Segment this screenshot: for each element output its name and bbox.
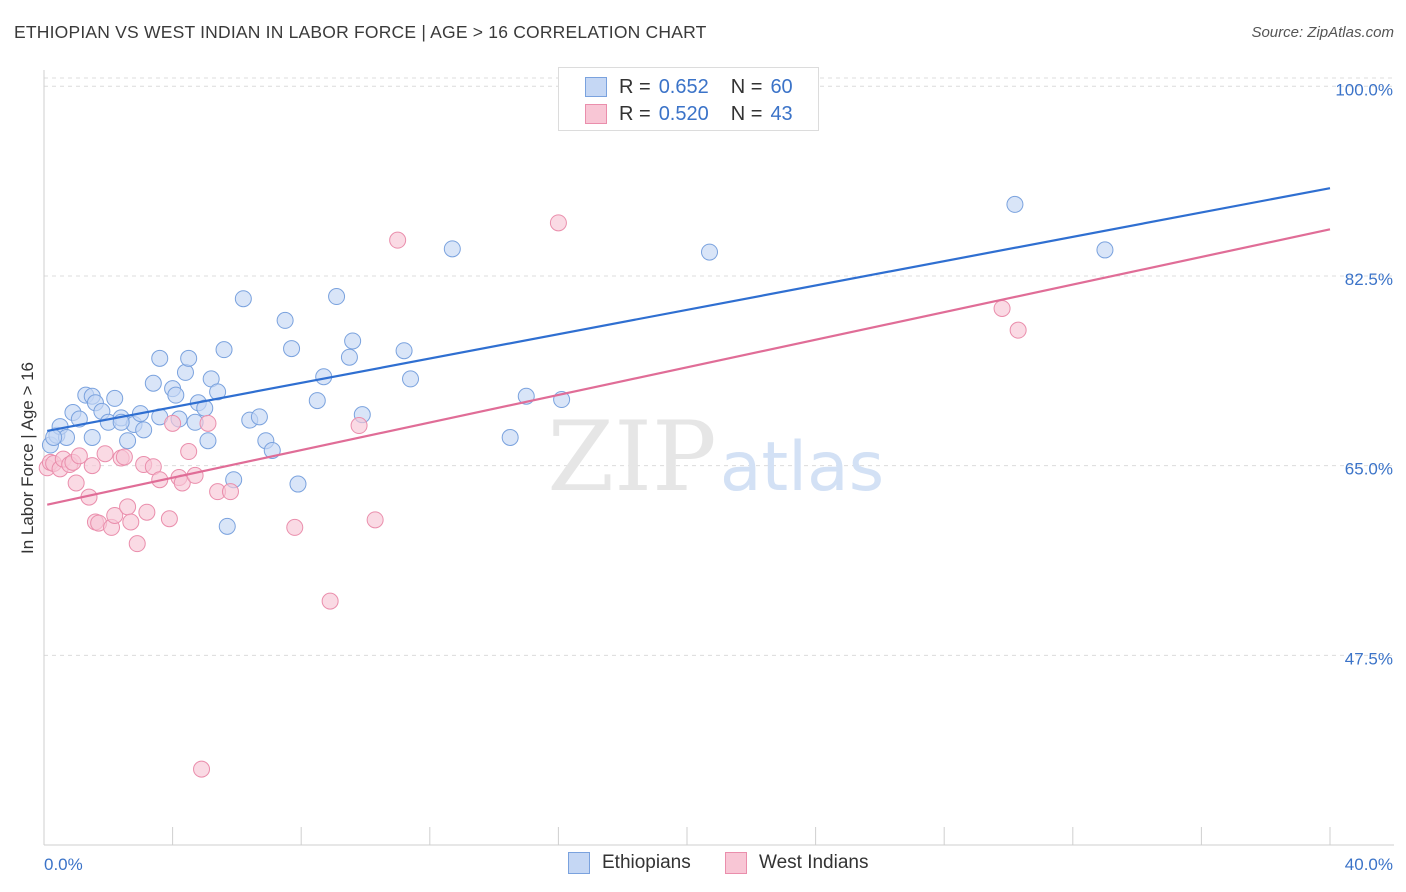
- west-indians-point: [70, 447, 88, 465]
- watermark-atlas: atlas: [720, 428, 884, 507]
- r-label: R =: [619, 75, 651, 98]
- west-indians-point: [389, 231, 407, 249]
- ethiopians-point: [395, 342, 413, 360]
- west-indians-point: [106, 506, 124, 524]
- ethiopians-point: [83, 428, 101, 446]
- ethiopians-point: [276, 311, 294, 329]
- ethiopians-point: [180, 349, 198, 367]
- west-indians-trend-line: [46, 228, 1331, 506]
- west-indians-point: [128, 535, 146, 553]
- west-indians-point: [193, 760, 211, 778]
- r-value-west-indians: 0.520: [658, 102, 709, 125]
- west-indians-point: [186, 466, 204, 484]
- n-value-ethiopians: 60: [770, 75, 793, 98]
- ethiopians-point: [135, 421, 153, 439]
- ethiopians-point: [501, 428, 519, 446]
- gridlines: [44, 77, 1394, 656]
- y-tick-label: 65.0%: [1345, 460, 1393, 479]
- ethiopians-point: [106, 389, 124, 407]
- west-indians-point: [549, 214, 567, 232]
- ethiopians-swatch: [585, 77, 607, 97]
- ethiopians-point: [250, 408, 268, 426]
- west-indians-point: [164, 414, 182, 432]
- n-label: N =: [730, 102, 763, 125]
- west-indians-point: [321, 592, 339, 610]
- west-indians-point: [1009, 321, 1027, 339]
- west-indians-point: [67, 474, 85, 492]
- ethiopians-point: [283, 340, 301, 358]
- ethiopians-legend-label: Ethiopians: [602, 852, 691, 873]
- west-indians-point: [286, 518, 304, 536]
- legend-row-ethiopians: R = 0.652 N = 60: [585, 75, 793, 99]
- west-indians-legend-label: West Indians: [759, 852, 869, 873]
- ethiopians-point: [215, 341, 233, 359]
- n-label: N =: [730, 75, 763, 98]
- ethiopians-point: [1006, 195, 1024, 213]
- ethiopians-point: [443, 240, 461, 258]
- west-indians-point: [119, 498, 137, 516]
- ethiopians-point: [289, 475, 307, 493]
- ethiopians-point: [119, 432, 137, 450]
- west-indians-point: [83, 457, 101, 475]
- west-indians-point: [138, 503, 156, 521]
- west-indians-point: [160, 510, 178, 528]
- watermark: ZIP atlas: [547, 401, 884, 513]
- ethiopians-point: [199, 432, 217, 450]
- r-label: R =: [619, 102, 651, 125]
- ethiopians-point: [167, 386, 185, 404]
- ethiopians-trend-line: [47, 187, 1331, 433]
- west-indians-point: [122, 513, 140, 531]
- ethiopians-point: [308, 392, 326, 410]
- y-tick-label: 100.0%: [1335, 80, 1393, 99]
- y-tick-labels: 47.5% 65.0% 82.5% 100.0%: [1335, 80, 1393, 668]
- ethiopians-point: [701, 243, 719, 261]
- watermark-zip: ZIP: [547, 401, 716, 513]
- chart-title: ETHIOPIAN VS WEST INDIAN IN LABOR FORCE …: [14, 22, 707, 42]
- ethiopians-point: [144, 374, 162, 392]
- ethiopians-legend-swatch: [568, 852, 590, 874]
- west-indians-swatch: [585, 104, 607, 124]
- west-indians-point: [115, 448, 133, 466]
- n-value-west-indians: 43: [770, 102, 793, 125]
- ethiopians-point: [328, 288, 346, 306]
- west-indians-point: [180, 443, 198, 461]
- west-indians-point: [221, 483, 239, 501]
- ethiopians-point: [209, 383, 227, 401]
- r-value-ethiopians: 0.652: [658, 75, 709, 98]
- x-tick-label-max: 40.0%: [1345, 855, 1393, 874]
- west-indians-point: [199, 414, 217, 432]
- x-tick-label-min: 0.0%: [44, 855, 83, 874]
- ethiopians-point: [151, 349, 169, 367]
- ethiopians-point: [340, 348, 358, 366]
- y-axis-label: In Labor Force | Age > 16: [18, 361, 37, 555]
- west-indians-point: [350, 417, 368, 435]
- legend-item-ethiopians[interactable]: Ethiopians: [568, 852, 691, 874]
- ethiopians-point: [218, 517, 236, 535]
- ethiopians-point: [402, 370, 420, 388]
- legend-item-west-indians[interactable]: West Indians: [725, 852, 868, 874]
- west-indians-point: [993, 299, 1011, 317]
- ethiopians-point: [234, 290, 252, 308]
- legend-row-west-indians: R = 0.520 N = 43: [585, 102, 793, 126]
- data-points: [38, 195, 1114, 778]
- west-indians-point: [96, 445, 114, 463]
- trend-lines: [46, 187, 1331, 506]
- ethiopians-point: [1096, 241, 1114, 259]
- ethiopians-point: [176, 363, 194, 381]
- ethiopians-point: [344, 332, 362, 350]
- correlation-legend: R = 0.652 N = 60 R = 0.520 N = 43: [558, 67, 819, 131]
- y-tick-label: 82.5%: [1345, 270, 1393, 289]
- source-label: Source: ZipAtlas.com: [1251, 24, 1394, 41]
- axes: [43, 70, 1394, 846]
- west-indians-point: [366, 511, 384, 529]
- y-tick-label: 47.5%: [1345, 649, 1393, 668]
- west-indians-legend-swatch: [725, 852, 747, 874]
- x-tick-labels: 0.0% 40.0%: [44, 855, 1393, 874]
